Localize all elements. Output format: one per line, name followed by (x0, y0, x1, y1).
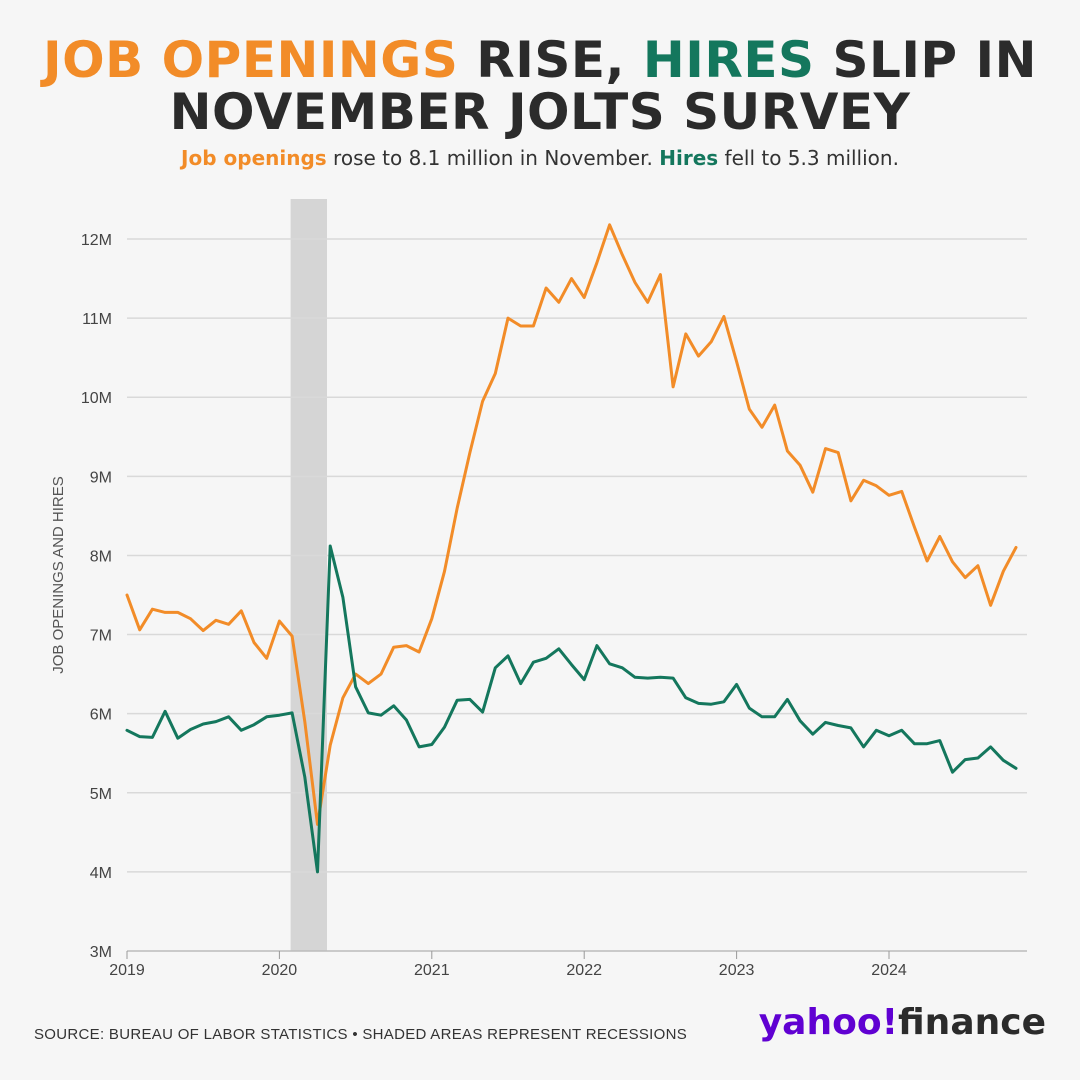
y-tick-label: 5M (90, 786, 112, 803)
title-hires: HIRES (642, 31, 815, 89)
chart-subtitle: Job openings rose to 8.1 million in Nove… (0, 146, 1080, 170)
title-line-1: JOB OPENINGS RISE, HIRES SLIP IN (0, 34, 1080, 86)
recession-band-layer (290, 199, 327, 951)
y-tick-label: 10M (81, 390, 112, 407)
x-tick-label: 2020 (262, 962, 298, 979)
subtitle-text-2: fell to 5.3 million. (718, 146, 899, 170)
x-tick-label: 2024 (871, 962, 907, 979)
subtitle-hires: Hires (659, 146, 719, 170)
y-tick-label: 9M (90, 469, 112, 486)
yahoo-finance-logo: yahoo!finance (759, 1002, 1046, 1043)
gridlines (127, 238, 1027, 952)
title-rise: RISE, (458, 31, 643, 89)
x-axis-tick-labels: 2019 2020 2021 2022 2023 2024 (109, 951, 907, 979)
y-tick-label: 12M (81, 232, 112, 249)
x-tick-label: 2022 (566, 962, 602, 979)
subtitle-job-openings: Job openings (181, 146, 327, 170)
y-axis-tick-labels: 3M 4M 5M 6M 7M 8M 9M 10M 11M 12M (81, 232, 112, 961)
chart-title: JOB OPENINGS RISE, HIRES SLIP IN NOVEMBE… (0, 34, 1080, 138)
y-tick-label: 4M (90, 865, 112, 882)
title-job-openings: JOB OPENINGS (43, 31, 459, 89)
hires-line (125, 544, 1018, 874)
x-tick-label: 2019 (109, 962, 145, 979)
x-tick-label: 2021 (414, 962, 450, 979)
y-tick-label: 3M (90, 944, 112, 961)
subtitle-text-1: rose to 8.1 million in November. (326, 146, 660, 170)
logo-yahoo: yahoo! (758, 1002, 898, 1043)
y-tick-label: 8M (90, 548, 112, 565)
recession-band (290, 199, 327, 951)
y-tick-label: 6M (90, 707, 112, 724)
y-tick-label: 7M (90, 628, 112, 645)
y-tick-label: 11M (82, 311, 112, 328)
source-note: SOURCE: BUREAU OF LABOR STATISTICS • SHA… (34, 1026, 688, 1043)
title-line-2: NOVEMBER JOLTS SURVEY (169, 83, 911, 141)
x-tick-label: 2023 (719, 962, 755, 979)
job-openings-line (125, 223, 1018, 826)
series-layer (125, 223, 1018, 874)
y-axis-label: JOB OPENINGS AND HIRES (50, 476, 67, 674)
title-slip-in: SLIP IN (814, 31, 1037, 89)
logo-finance: finance (898, 1002, 1046, 1043)
